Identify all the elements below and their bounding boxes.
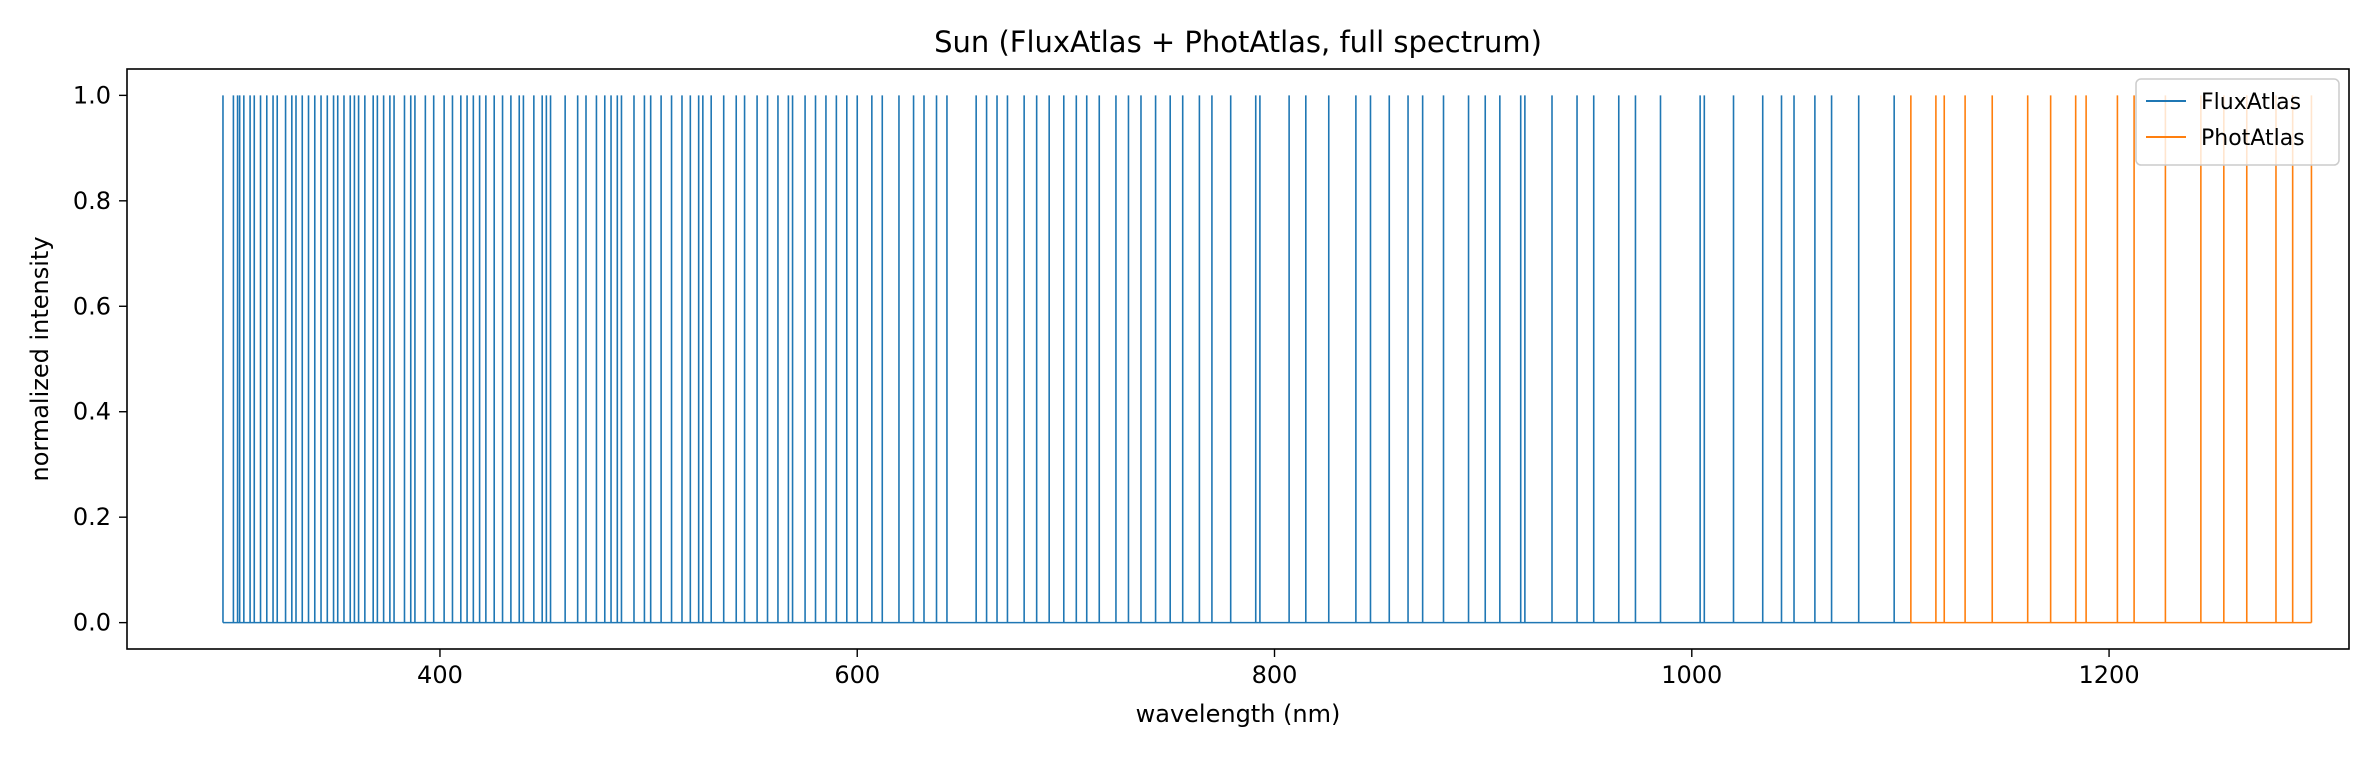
x-axis-ticks: 400 600 800 1000 1200 [417, 649, 2140, 689]
x-tick-label: 400 [417, 661, 463, 689]
y-tick-label: 0.6 [73, 292, 111, 320]
legend: FluxAtlas PhotAtlas [2135, 78, 2340, 166]
plot-area-frame [126, 68, 2350, 650]
legend-label-fluxatlas: FluxAtlas [2201, 90, 2301, 115]
series-fluxatlas [222, 95, 1911, 624]
y-tick-label: 0.0 [73, 609, 111, 637]
y-tick-label: 0.2 [73, 503, 111, 531]
x-tick-label: 1200 [2079, 661, 2140, 689]
x-tick-label: 1000 [1661, 661, 1722, 689]
series-layer [222, 95, 2313, 624]
y-tick-label: 0.8 [73, 187, 111, 215]
y-axis-ticks: 0.0 0.2 0.4 0.6 0.8 1.0 [73, 81, 127, 637]
chart-title: Sun (FluxAtlas + PhotAtlas, full spectru… [934, 25, 1542, 59]
legend-entry-photatlas: PhotAtlas [2146, 126, 2305, 151]
x-tick-label: 800 [1252, 661, 1298, 689]
y-tick-label: 1.0 [73, 81, 111, 109]
legend-box [2135, 78, 2340, 166]
legend-entry-fluxatlas: FluxAtlas [2146, 90, 2301, 115]
series-photatlas [1910, 95, 2313, 624]
y-axis-label: normalized intensity [26, 236, 54, 481]
legend-label-photatlas: PhotAtlas [2201, 126, 2305, 151]
x-tick-label: 600 [834, 661, 880, 689]
y-tick-label: 0.4 [73, 398, 111, 426]
x-axis-label: wavelength (nm) [1136, 700, 1341, 728]
